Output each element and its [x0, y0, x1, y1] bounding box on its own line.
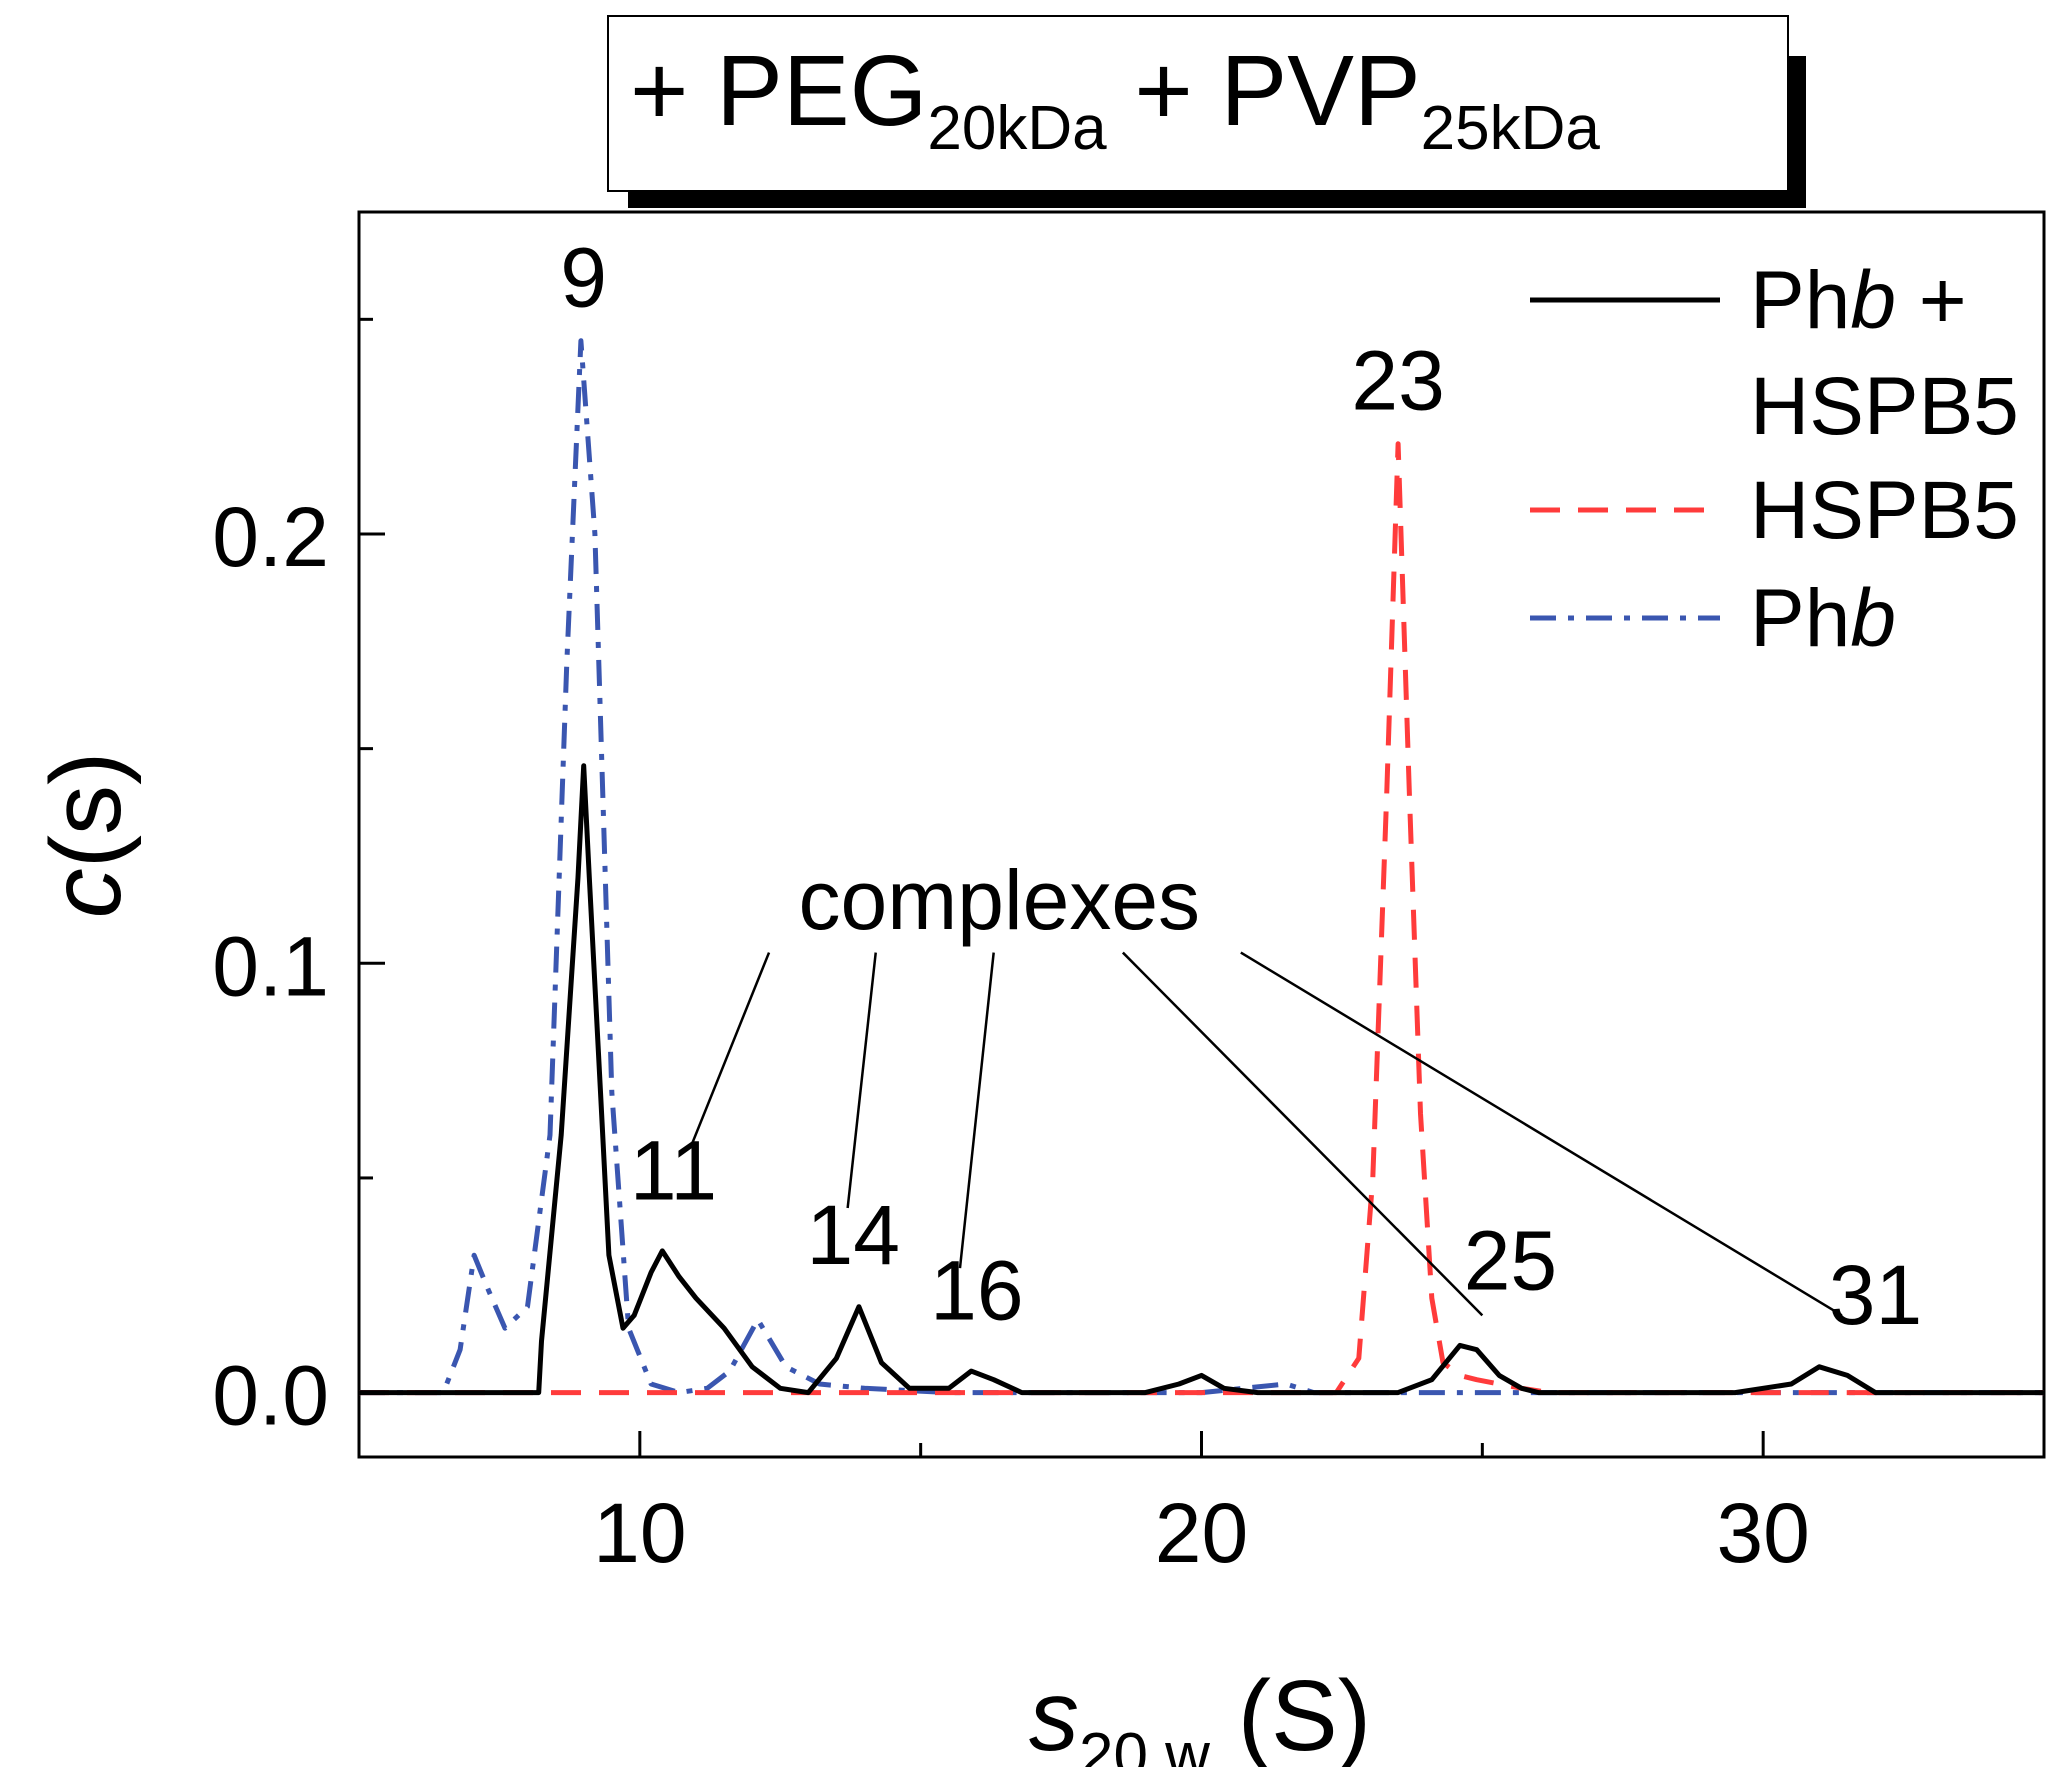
peak-label: 11	[630, 1123, 717, 1217]
title-prefix-subscript: 20kDa	[927, 94, 1107, 163]
title-box: + PEG20kDa + PVP25kDa	[607, 15, 1806, 208]
y-tick-label: 0.1	[212, 919, 329, 1013]
legend-label: Phb	[1750, 573, 1896, 664]
series-line-phb-hspb5	[359, 763, 2044, 1396]
peak-label: 16	[930, 1244, 1023, 1338]
complexes-label: complexes	[799, 853, 1201, 947]
x-axis-label-main: s	[1029, 1660, 1079, 1767]
peak-label: 9	[560, 230, 607, 324]
x-tick-label: 30	[1716, 1486, 1809, 1580]
x-axis-label: s20,w (S)	[1029, 1660, 1371, 1767]
complexes-leader-line	[846, 952, 877, 1209]
peak-label: 31	[1829, 1248, 1922, 1342]
complexes-leader-line	[689, 952, 771, 1149]
complexes-leader-line	[1240, 951, 1843, 1317]
legend-label: HSPB5	[1750, 465, 2019, 556]
x-axis-label-unit: (S)	[1210, 1660, 1371, 1767]
y-tick-label: 0.2	[212, 490, 329, 584]
title-box-frame	[607, 15, 1789, 192]
peak-annotations: 9 23 11 14 16 25 31 complexes	[560, 230, 1922, 1341]
y-axis-label-rest: (s)	[30, 752, 142, 869]
series-line-phb	[359, 338, 2044, 1396]
y-tick-label: 0.0	[212, 1349, 329, 1443]
peak-label: 14	[807, 1188, 900, 1282]
x-tick-label: 20	[1155, 1486, 1248, 1580]
legend: Phb + HSPB5 HSPB5 Phb	[1530, 255, 2019, 664]
y-axis-label-main: c	[30, 868, 142, 918]
x-tick-label: 10	[593, 1486, 686, 1580]
axis-ticks: 10 20 30 0.0 0.1 0.2	[212, 317, 2046, 1580]
legend-label: Phb +	[1750, 255, 1967, 346]
y-axis-label: c(s)	[30, 752, 142, 919]
series-line-hspb5	[359, 441, 2044, 1396]
peak-label: 25	[1464, 1214, 1557, 1308]
title-prefix: + PEG	[630, 35, 927, 147]
title-box-text: + PEG20kDa + PVP25kDa	[630, 35, 1600, 163]
peak-label: 23	[1351, 333, 1444, 427]
title-middle: + PVP	[1107, 35, 1421, 147]
complexes-leader-line	[1121, 951, 1484, 1317]
series-layer	[359, 338, 2044, 1396]
title-middle-subscript: 25kDa	[1421, 94, 1601, 163]
complexes-leader-line	[958, 952, 995, 1269]
legend-label-line2: HSPB5	[1750, 361, 2019, 452]
x-axis-label-subscript: 20,w	[1079, 1721, 1210, 1767]
